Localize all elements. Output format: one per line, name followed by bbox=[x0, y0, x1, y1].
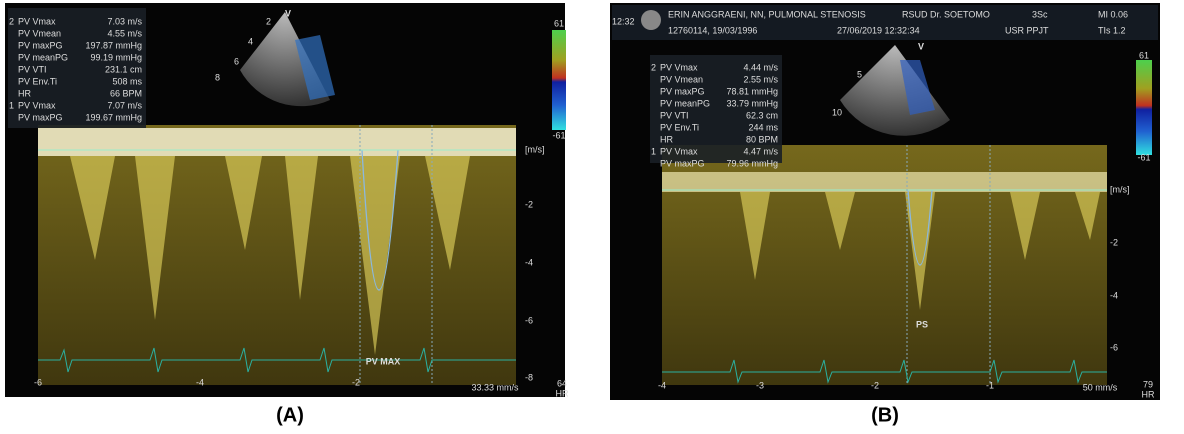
clock: 12:32 bbox=[612, 16, 635, 26]
time-tick: -4 bbox=[196, 377, 204, 387]
panel-a-bg bbox=[5, 3, 566, 397]
measure-value: 2.55 m/s bbox=[743, 74, 778, 84]
sector-marker: V bbox=[918, 41, 924, 51]
scale-tick: -2 bbox=[525, 199, 533, 209]
exam-date: 27/06/2019 12:32:34 bbox=[837, 25, 920, 35]
depth-label: 10 bbox=[832, 107, 842, 117]
hr-value: 64 bbox=[557, 378, 567, 388]
colorbar-max: 61 bbox=[1139, 50, 1149, 60]
depth-label: 4 bbox=[248, 36, 253, 46]
measure-value: 79.96 mmHg bbox=[726, 158, 778, 168]
sweep-speed: 33.33 mm/s bbox=[471, 382, 519, 392]
measure-name: PV maxPG bbox=[18, 40, 63, 50]
measure-name: PV Vmax bbox=[18, 100, 56, 110]
panel-label: (A) bbox=[276, 404, 304, 426]
probe: 3Sc bbox=[1032, 9, 1048, 19]
measure-name: PV Vmean bbox=[18, 28, 61, 38]
hr-value: 79 bbox=[1143, 379, 1153, 389]
measure-name: PV maxPG bbox=[660, 86, 705, 96]
measure-name: HR bbox=[18, 88, 31, 98]
hospital: RSUD Dr. SOETOMO bbox=[902, 9, 990, 19]
time-tick: -6 bbox=[34, 377, 42, 387]
time-tick: -2 bbox=[871, 380, 879, 390]
depth-label: 6 bbox=[234, 56, 239, 66]
patient: ERIN ANGGRAENI, NN, PULMONAL STENOSIS bbox=[668, 9, 866, 19]
measure-name: PV meanPG bbox=[660, 98, 710, 108]
measure-value: 7.03 m/s bbox=[107, 16, 142, 26]
measure-value: 7.07 m/s bbox=[107, 100, 142, 110]
measure-name: HR bbox=[660, 134, 673, 144]
sector-marker: V bbox=[285, 8, 291, 18]
measure-name: PV maxPG bbox=[660, 158, 705, 168]
hr-label: HR bbox=[556, 388, 569, 398]
depth-label: 5 bbox=[857, 69, 862, 79]
time-tick: -3 bbox=[756, 380, 764, 390]
measure-name: PV Vmean bbox=[660, 74, 703, 84]
measure-name: PV Env.Ti bbox=[660, 122, 699, 132]
colorbar-max: 61 bbox=[554, 18, 564, 28]
time-tick: -2 bbox=[352, 377, 360, 387]
measure-name: PV Vmax bbox=[660, 146, 698, 156]
annotation: PS bbox=[916, 319, 928, 329]
scale-tick: -4 bbox=[525, 257, 533, 267]
measure-name: PV VTI bbox=[18, 64, 47, 74]
sweep-speed: 50 mm/s bbox=[1083, 382, 1118, 392]
measure-value: 197.87 mmHg bbox=[85, 40, 142, 50]
annotation: PV MAX bbox=[366, 356, 401, 366]
depth-label: 2 bbox=[266, 16, 271, 26]
mi: MI 0.06 bbox=[1098, 9, 1128, 19]
measure-value: 80 BPM bbox=[746, 134, 778, 144]
measure-name: PV meanPG bbox=[18, 52, 68, 62]
scale-unit: [m/s] bbox=[525, 144, 545, 154]
scale-tick: -6 bbox=[1110, 342, 1118, 352]
tis: TIs 1.2 bbox=[1098, 25, 1126, 35]
panel-b-bg bbox=[610, 3, 1160, 400]
measure-value: 99.19 mmHg bbox=[90, 52, 142, 62]
measure-value: 33.79 mmHg bbox=[726, 98, 778, 108]
measure-value: 78.81 mmHg bbox=[726, 86, 778, 96]
group-marker: 2 bbox=[9, 16, 14, 26]
measure-value: 62.3 cm bbox=[746, 110, 778, 120]
scale-unit: [m/s] bbox=[1110, 184, 1130, 194]
group-marker: 1 bbox=[9, 100, 14, 110]
measure-value: 199.67 mmHg bbox=[85, 112, 142, 122]
measure-value: 4.47 m/s bbox=[743, 146, 778, 156]
measure-value: 244 ms bbox=[748, 122, 778, 132]
measure-name: PV Vmax bbox=[660, 62, 698, 72]
patient-id: 12760114, 19/03/1996 bbox=[668, 25, 757, 35]
measure-value: 4.44 m/s bbox=[743, 62, 778, 72]
measure-name: PV VTI bbox=[660, 110, 689, 120]
time-tick: -4 bbox=[658, 380, 666, 390]
user: USR PPJT bbox=[1005, 25, 1049, 35]
hr-label: HR bbox=[1142, 389, 1155, 399]
time-tick: -1 bbox=[986, 380, 994, 390]
panel-label: (B) bbox=[871, 404, 899, 426]
colorbar-min: -61 bbox=[1137, 152, 1150, 162]
measure-name: PV maxPG bbox=[18, 112, 63, 122]
depth-label: 8 bbox=[215, 72, 220, 82]
scale-tick: -6 bbox=[525, 315, 533, 325]
scale-tick: -4 bbox=[1110, 290, 1118, 300]
measure-value: 66 BPM bbox=[110, 88, 142, 98]
measure-value: 508 ms bbox=[112, 76, 142, 86]
measure-name: PV Vmax bbox=[18, 16, 56, 26]
measure-name: PV Env.Ti bbox=[18, 76, 57, 86]
measure-value: 231.1 cm bbox=[105, 64, 142, 74]
scale-tick: -2 bbox=[1110, 237, 1118, 247]
colorbar-min: -61 bbox=[552, 130, 565, 140]
measure-value: 4.55 m/s bbox=[107, 28, 142, 38]
group-marker: 1 bbox=[651, 146, 656, 156]
scale-tick: -8 bbox=[525, 372, 533, 382]
group-marker: 2 bbox=[651, 62, 656, 72]
